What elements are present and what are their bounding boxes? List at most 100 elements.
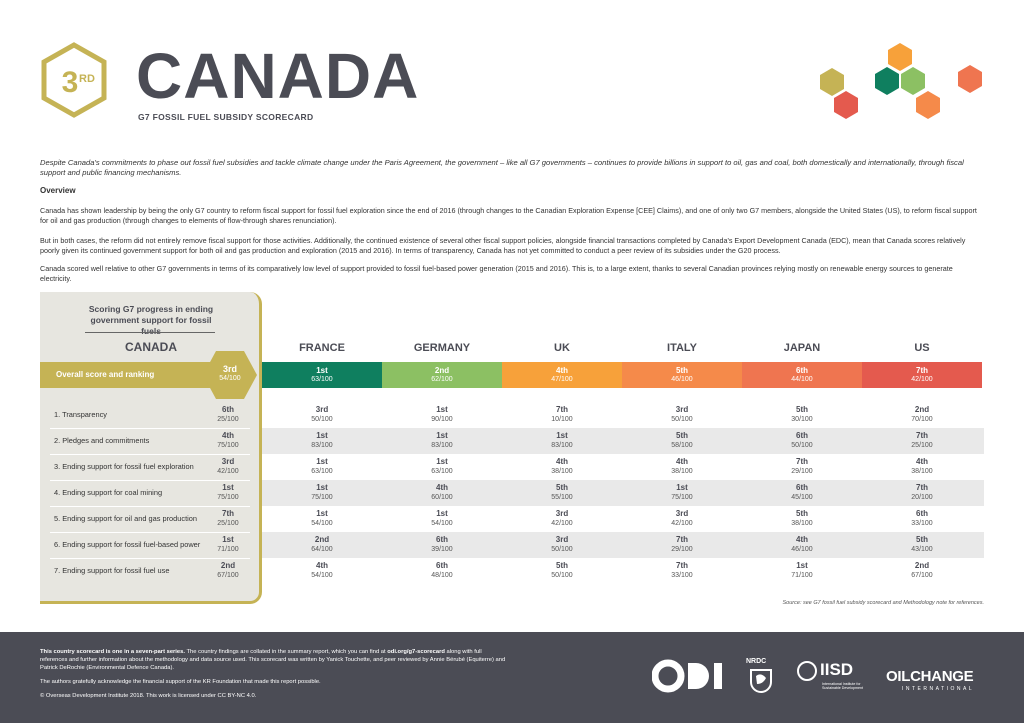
score-row: 6. Ending support for fossil fuel-based …: [40, 532, 984, 558]
column-head-japan: JAPAN: [783, 342, 821, 354]
footer-link[interactable]: odi.org/g7-scorecard: [387, 649, 445, 655]
score-cell-japan: 1st 71/100: [742, 561, 862, 581]
row-label: 1. Transparency: [54, 410, 107, 419]
row-label: 3. Ending support for fossil fuel explor…: [54, 462, 194, 471]
score-cell-france: 1st 75/100: [262, 483, 382, 503]
intro-text: Despite Canada's commitments to phase ou…: [40, 158, 964, 177]
score-row: 1. Transparency 6th 25/100 3rd 50/100 1st 90/1…: [40, 402, 984, 428]
cell-score: 48/100: [431, 572, 453, 579]
cell-rank: 1st: [676, 483, 688, 492]
panel-heading: Scoring G7 progress in ending government…: [88, 304, 214, 336]
column-head-italy: ITALY: [667, 342, 697, 354]
score-cell-france: 4th 54/100: [262, 561, 382, 581]
cell-rank: 1st: [436, 457, 448, 466]
score-cell-us: 5th 43/100: [862, 535, 982, 555]
score-cell-us: 7th 25/100: [862, 431, 982, 451]
score-cell-japan: 7th 29/100: [742, 457, 862, 477]
canada-cell: 2nd 67/100: [205, 561, 251, 581]
overall-rank: 6th: [796, 366, 808, 375]
overall-rank: 7th: [916, 366, 928, 375]
score-cell-germany: 1st 83/100: [382, 431, 502, 451]
cell-rank: 2nd: [914, 405, 930, 414]
cell-rank: 1st: [316, 431, 328, 440]
cell-rank: 3rd: [555, 509, 569, 518]
nrdc-logo: NRDC: [746, 658, 767, 665]
row-label: 2. Pledges and commitments: [54, 436, 150, 445]
cell-rank: 2nd: [314, 535, 330, 544]
cell-rank: 7th: [676, 561, 688, 570]
canada-score: 71/100: [217, 546, 239, 553]
overall-cell-italy: 5th 46/100: [622, 362, 742, 388]
canada-rank: 1st: [222, 535, 234, 544]
cell-score: 50/100: [791, 442, 813, 449]
cell-rank: 3rd: [675, 405, 689, 414]
cell-rank: 1st: [316, 509, 328, 518]
score-row: 5. Ending support for oil and gas produc…: [40, 506, 984, 532]
score-cell-germany: 1st 63/100: [382, 457, 502, 477]
cell-score: 42/100: [671, 520, 693, 527]
oilchange-subtitle: INTERNATIONAL: [902, 686, 975, 692]
cell-score: 54/100: [311, 520, 333, 527]
overall-canada-rank: 3rd: [222, 364, 237, 374]
cell-score: 75/100: [311, 494, 333, 501]
panel-divider: [85, 332, 215, 333]
cell-score: 45/100: [791, 494, 813, 501]
score-cell-us: 2nd 67/100: [862, 561, 982, 581]
overall-canada-band: Overall score and ranking: [40, 362, 220, 388]
cell-score: 43/100: [911, 546, 933, 553]
row-label: 6. Ending support for fossil fuel-based …: [54, 540, 201, 549]
cell-rank: 1st: [796, 561, 808, 570]
overview-paragraph-1: Canada has shown leadership by being the…: [40, 206, 977, 225]
score-cell-italy: 4th 38/100: [622, 457, 742, 477]
decorative-hexagons: [820, 43, 982, 119]
cell-rank: 1st: [436, 509, 448, 518]
canada-cell: 7th 25/100: [205, 509, 251, 529]
score-cell-uk: 5th 55/100: [502, 483, 622, 503]
overview-paragraph-3: Canada scored well relative to other G7 …: [40, 264, 953, 283]
overall-score: 47/100: [551, 376, 573, 383]
row-label: 7. Ending support for fossil fuel use: [54, 566, 170, 575]
cell-rank: 4th: [436, 483, 448, 492]
footer-series-bold: This country scorecard is one in a seven…: [40, 649, 185, 655]
score-cell-us: 2nd 70/100: [862, 405, 982, 425]
canada-score: 42/100: [217, 468, 239, 475]
cell-score: 50/100: [671, 416, 693, 423]
cell-rank: 5th: [796, 405, 808, 414]
cell-rank: 5th: [556, 483, 568, 492]
panel-country: CANADA: [125, 340, 177, 354]
overall-rank: 2nd: [434, 366, 450, 375]
score-cell-france: 3rd 50/100: [262, 405, 382, 425]
page-subtitle: G7 FOSSIL FUEL SUBSIDY SCORECARD: [138, 112, 314, 122]
canada-score: 25/100: [217, 520, 239, 527]
score-cell-italy: 1st 75/100: [622, 483, 742, 503]
cell-rank: 3rd: [315, 405, 329, 414]
overall-score: 46/100: [671, 376, 693, 383]
canada-score-panel: Scoring G7 progress in ending government…: [40, 292, 262, 604]
overall-score-bar: Overall score and ranking 3rd 54/100 1st…: [40, 351, 984, 399]
canada-score: 75/100: [217, 442, 239, 449]
score-cell-us: 7th 20/100: [862, 483, 982, 503]
row-divider: [50, 532, 250, 533]
cell-score: 67/100: [911, 572, 933, 579]
score-cell-italy: 3rd 50/100: [622, 405, 742, 425]
cell-rank: 4th: [796, 535, 808, 544]
row-divider: [50, 480, 250, 481]
canada-cell: 1st 75/100: [205, 483, 251, 503]
cell-rank: 5th: [916, 535, 928, 544]
iisd-logo: IISD: [820, 660, 854, 679]
cell-score: 50/100: [311, 416, 333, 423]
cell-score: 63/100: [311, 468, 333, 475]
cell-rank: 7th: [916, 483, 928, 492]
cell-rank: 1st: [316, 483, 328, 492]
cell-score: 50/100: [551, 546, 573, 553]
overview-heading: Overview: [40, 186, 76, 195]
cell-rank: 7th: [556, 405, 568, 414]
source-note: Source: see G7 fossil fuel subsidy score…: [782, 600, 984, 606]
column-head-germany: GERMANY: [413, 342, 471, 354]
canada-rank: 4th: [222, 431, 234, 440]
row-label: 5. Ending support for oil and gas produc…: [54, 514, 197, 523]
overview-paragraph-2: But in both cases, the reform did not en…: [40, 236, 966, 255]
canada-score: 67/100: [217, 572, 239, 579]
cell-rank: 7th: [916, 431, 928, 440]
row-divider: [50, 558, 250, 559]
